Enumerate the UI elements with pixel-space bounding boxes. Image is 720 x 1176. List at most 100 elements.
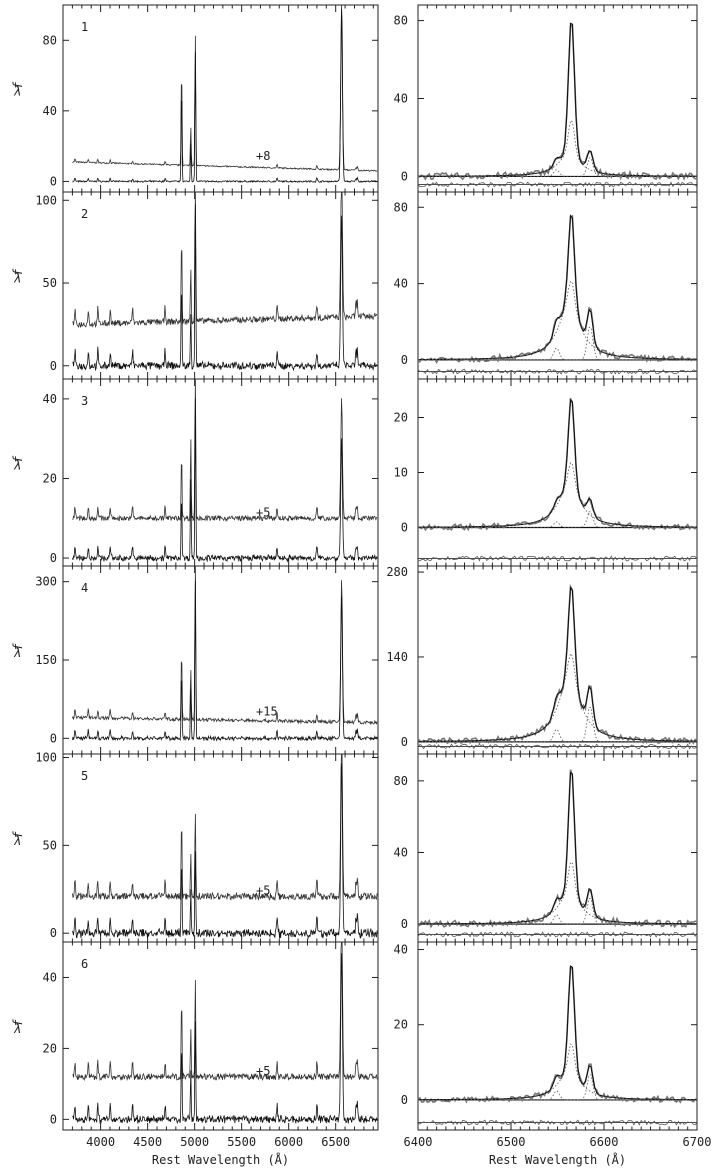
right-xtick-label: 6600 (590, 1135, 619, 1149)
narrow-components (418, 1074, 697, 1101)
panel-number: 5 (81, 769, 88, 783)
left-ytick-label: 50 (43, 276, 57, 290)
left-spectrum-offset (72, 753, 378, 902)
right-panel-5: 0 40 80 (394, 753, 698, 943)
ylabel-f: f (11, 268, 25, 276)
narrow-components (418, 898, 697, 925)
narrow-components (418, 326, 697, 361)
ylabel-lambda: λ (13, 84, 20, 98)
ylabel-lambda: λ (13, 834, 20, 848)
model-fit (418, 586, 697, 742)
left-panel-4: 0 150 300 4 +15 fλ (11, 565, 379, 755)
right-panel-3: 0 10 20 (394, 378, 698, 567)
left-spectrum-offset (72, 191, 378, 329)
left-xtick-label: 4500 (133, 1135, 162, 1149)
left-panel-frame (62, 191, 379, 380)
left-ytick-label: 0 (50, 1112, 57, 1126)
ylabel-f: f (11, 1018, 25, 1026)
left-panel-5: 0 50 100 5 +5 fλ (11, 751, 379, 943)
right-ytick-label: 280 (386, 565, 408, 579)
fit-residual (417, 555, 698, 562)
left-panel-3: 0 20 40 3 +5 fλ (11, 378, 379, 567)
fit-residual (417, 181, 698, 188)
left-ytick-label: 50 (43, 838, 57, 852)
ylabel-f: f (11, 642, 25, 650)
ylabel-f: f (11, 455, 25, 463)
right-ytick-label: 40 (394, 277, 408, 291)
right-ytick-label: 20 (394, 1018, 408, 1032)
left-panel-2: 0 50 100 2 fλ (11, 191, 379, 380)
panel-number: 1 (81, 20, 88, 34)
broad-component (418, 652, 697, 742)
right-ytick-label: 0 (401, 169, 408, 183)
ylabel-lambda: λ (13, 1022, 20, 1036)
left-xaxis-title: Rest Wavelength (Å) (152, 1152, 289, 1167)
left-ytick-label: 80 (43, 33, 57, 47)
model-fit (418, 22, 697, 177)
left-ytick-label: 40 (43, 104, 57, 118)
right-ytick-label: 0 (401, 353, 408, 367)
left-spectrum (72, 580, 378, 742)
left-spectrum-offset (72, 4, 378, 172)
left-panel-frame (62, 941, 379, 1131)
left-spectrum-offset (72, 941, 378, 1082)
offset-label: +5 (256, 883, 270, 897)
right-xtick-label: 6700 (683, 1135, 712, 1149)
left-xtick-label: 6500 (321, 1135, 350, 1149)
right-ytick-label: 0 (401, 521, 408, 535)
left-ytick-label: 100 (35, 193, 57, 207)
right-xtick-label: 6400 (404, 1135, 433, 1149)
left-panel-frame (62, 753, 379, 943)
right-panel-frame (417, 565, 698, 755)
left-panel-6: 0 20 40 6 +5 fλ 4000 4500 5000 5500 6000 6500 (11, 941, 379, 1149)
right-ytick-label: 140 (386, 650, 408, 664)
right-ytick-label: 10 (394, 466, 408, 480)
broad-component (418, 861, 697, 925)
left-spectrum (72, 204, 378, 372)
observed-profile (417, 769, 697, 929)
left-ytick-label: 40 (43, 392, 57, 406)
left-ytick-label: 100 (35, 751, 57, 765)
ylabel-f: f (11, 81, 25, 89)
right-ytick-label: 0 (401, 917, 408, 931)
right-ytick-label: 20 (394, 411, 408, 425)
right-xtick-label: 6500 (497, 1135, 526, 1149)
model-fit (418, 965, 697, 1101)
panel-number: 3 (81, 394, 88, 408)
left-xtick-label: 6000 (274, 1135, 303, 1149)
observed-profile (417, 397, 698, 532)
right-ytick-label: 40 (394, 92, 408, 106)
offset-label: +5 (256, 505, 270, 519)
right-panel-frame (417, 378, 698, 567)
broad-component (418, 120, 697, 177)
fit-residual (417, 931, 698, 938)
left-ytick-label: 0 (50, 926, 57, 940)
right-panel-2: 0 40 80 (394, 191, 698, 380)
right-ytick-label: 40 (394, 943, 408, 957)
right-panel-6: 0 20 40 6400 6500 6600 6700 (394, 941, 712, 1149)
left-ytick-label: 0 (50, 731, 57, 745)
left-xtick-label: 5000 (180, 1135, 209, 1149)
observed-profile (417, 23, 698, 181)
ylabel-lambda: λ (13, 271, 20, 285)
observed-profile (417, 966, 698, 1104)
right-ytick-label: 80 (394, 200, 408, 214)
left-panel-frame (62, 565, 379, 755)
offset-label: +5 (256, 1064, 270, 1078)
observed-profile (417, 214, 698, 364)
left-spectrum-offset (72, 565, 378, 726)
ylabel-lambda: λ (13, 458, 20, 472)
right-panel-frame (417, 191, 698, 380)
observed-profile (417, 583, 698, 745)
ylabel-lambda: λ (13, 646, 20, 660)
left-ytick-label: 20 (43, 1041, 57, 1055)
right-ytick-label: 80 (394, 774, 408, 788)
offset-label: +8 (256, 149, 270, 163)
model-fit (418, 214, 697, 361)
left-spectrum (72, 398, 378, 563)
panel-number: 6 (81, 957, 88, 971)
right-ytick-label: 40 (394, 845, 408, 859)
left-panel-frame (62, 4, 379, 193)
left-spectrum (72, 763, 378, 940)
right-ytick-label: 80 (394, 14, 408, 28)
